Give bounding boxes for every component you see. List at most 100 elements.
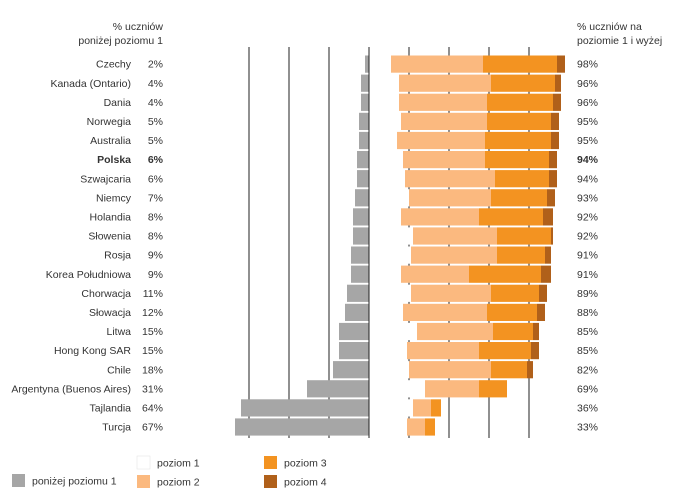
level1-plus-label: 96% — [577, 97, 598, 109]
bar-segment-ponizej — [359, 112, 369, 130]
bar-segment-poziom4 — [533, 322, 539, 341]
category-label: Polska — [97, 154, 131, 166]
bar-segment-poziom1 — [369, 55, 391, 73]
bar-segment-poziom4 — [549, 170, 557, 188]
bar-row — [359, 112, 559, 130]
bar-segment-poziom4 — [539, 284, 547, 302]
bar-segment-poziom4 — [555, 74, 561, 92]
legend-swatch — [264, 475, 277, 488]
level1-plus-label: 88% — [577, 307, 598, 319]
bar-segment-poziom3 — [491, 361, 527, 379]
below-level1-label: 12% — [142, 307, 163, 319]
legend-label: poziom 3 — [284, 458, 327, 470]
bar-segment-poziom3 — [491, 284, 539, 302]
bar-segment-ponizej — [359, 131, 369, 150]
below-level1-label: 5% — [148, 116, 163, 128]
bar-segment-poziom2 — [413, 227, 497, 245]
bar-segment-ponizej — [353, 208, 369, 226]
legend-item-poziom1: poziom 1 — [136, 455, 200, 470]
bar-segment-poziom2 — [405, 170, 495, 188]
bar-segment-poziom1 — [369, 74, 399, 92]
bar-row — [353, 227, 553, 245]
bar-segment-poziom1 — [369, 380, 425, 398]
bar-segment-poziom3 — [485, 131, 551, 150]
below-level1-label: 18% — [142, 364, 163, 376]
bar-segment-poziom2 — [401, 208, 479, 226]
column-headers: % uczniów poniżej poziomu 1 % uczniów na po… — [78, 21, 662, 47]
level1-plus-label: 96% — [577, 78, 598, 90]
level1-plus-label: 91% — [577, 269, 598, 281]
below-level1-label: 7% — [148, 192, 163, 204]
bar-segment-poziom1 — [369, 112, 401, 130]
category-label: Tajlandia — [90, 403, 132, 415]
below-level1-label: 8% — [148, 212, 163, 224]
bar-segment-poziom1 — [369, 303, 403, 321]
legend-swatch — [264, 456, 277, 469]
category-label: Szwajcaria — [80, 173, 131, 185]
bar-segment-poziom4 — [541, 265, 551, 283]
bar-segment-poziom3 — [485, 151, 549, 169]
bar-segment-ponizej — [347, 284, 369, 302]
bar-segment-ponizej — [333, 361, 369, 379]
bar-segment-poziom2 — [391, 55, 483, 73]
bar-segment-poziom4 — [557, 55, 565, 73]
bar-segment-ponizej — [235, 418, 369, 436]
category-label: Turcja — [102, 422, 131, 434]
below-level1-label: 8% — [148, 231, 163, 243]
bar-segment-poziom1 — [369, 322, 417, 341]
bar-segment-poziom3 — [479, 342, 531, 360]
bar-row — [345, 303, 545, 321]
bar-segment-poziom2 — [403, 303, 487, 321]
level1-plus-label: 82% — [577, 364, 598, 376]
bar-row — [365, 55, 565, 73]
category-label: Litwa — [106, 326, 131, 338]
bar-segment-poziom1 — [369, 265, 401, 283]
bar-segment-poziom2 — [417, 322, 493, 341]
bar-segment-poziom2 — [409, 189, 491, 207]
level1-plus-label: 89% — [577, 288, 598, 300]
legend-label: poziom 1 — [157, 458, 200, 470]
level1-plus-label: 94% — [577, 173, 598, 185]
bar-segment-poziom1 — [369, 342, 407, 360]
category-label: Argentyna (Buenos Aires) — [11, 383, 131, 395]
bar-segment-poziom4 — [547, 189, 555, 207]
below-level1-label: 67% — [142, 422, 163, 434]
below-level1-label: 11% — [143, 288, 163, 300]
bar-segment-poziom3 — [497, 227, 551, 245]
bar-segment-poziom4 — [551, 131, 559, 150]
bar-segment-ponizej — [353, 227, 369, 245]
bar-row — [361, 93, 561, 111]
bar-segment-poziom4 — [551, 227, 553, 245]
bar-segment-poziom2 — [407, 342, 479, 360]
category-label: Niemcy — [96, 192, 132, 204]
bar-row — [357, 170, 557, 188]
level1-plus-label: 93% — [577, 192, 598, 204]
category-label: Rosja — [104, 250, 131, 262]
bar-segment-poziom1 — [369, 151, 403, 169]
header-right-line: % uczniów na — [577, 21, 642, 33]
bar-row — [351, 265, 551, 283]
below-level1-label: 31% — [142, 383, 163, 395]
bar-segment-poziom2 — [409, 361, 491, 379]
below-level1-label: 9% — [148, 269, 163, 281]
header-left-line: poniżej poziomu 1 — [78, 35, 163, 47]
bar-segment-poziom3 — [483, 55, 557, 73]
legend-swatch — [12, 474, 25, 487]
bar-segment-poziom4 — [527, 361, 533, 379]
bar-segment-ponizej — [345, 303, 369, 321]
bar-segment-ponizej — [355, 189, 369, 207]
bar-segment-poziom1 — [369, 418, 407, 436]
bar-segment-poziom3 — [491, 189, 547, 207]
bar-segment-poziom2 — [407, 418, 425, 436]
bar-row — [355, 189, 555, 207]
below-level1-label: 6% — [148, 154, 164, 166]
bar-row — [307, 380, 507, 398]
below-level1-label: 15% — [142, 326, 163, 338]
bar-segment-poziom4 — [543, 208, 553, 226]
bars — [235, 55, 565, 436]
category-label: Korea Południowa — [46, 269, 131, 281]
bar-segment-poziom2 — [399, 74, 491, 92]
legend-item-ponizej: poniżej poziomu 1 — [12, 474, 117, 488]
bar-segment-ponizej — [351, 246, 369, 264]
